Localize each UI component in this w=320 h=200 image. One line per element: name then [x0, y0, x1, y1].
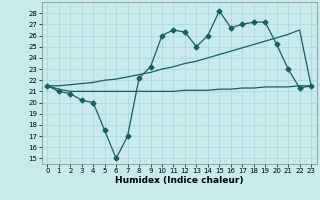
X-axis label: Humidex (Indice chaleur): Humidex (Indice chaleur): [115, 176, 244, 185]
